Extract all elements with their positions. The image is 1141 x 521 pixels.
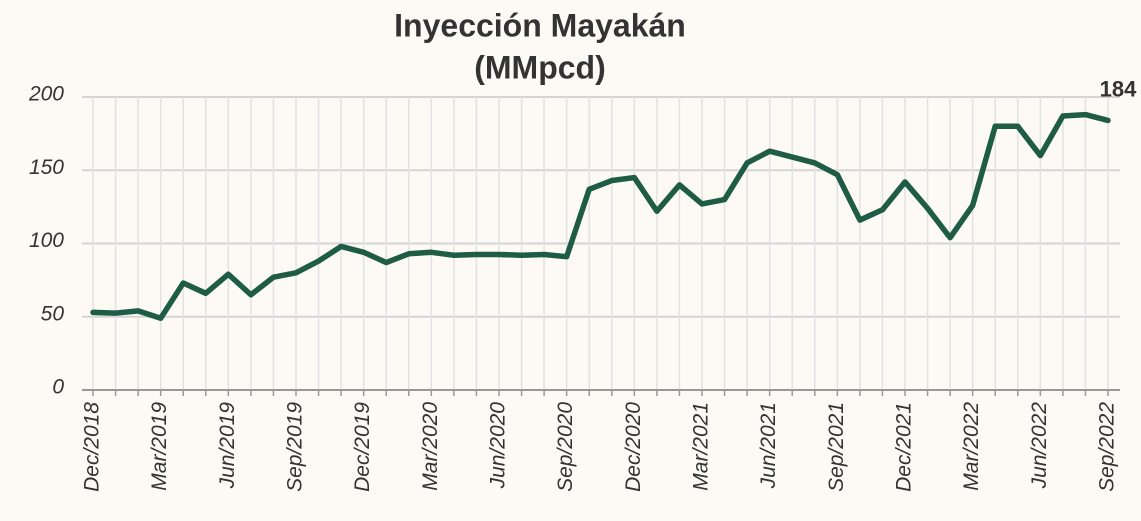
y-tick-label: 0 (52, 376, 64, 399)
x-tick-label: Jun/2022 (1028, 402, 1051, 490)
x-tick-label: Dec/2019 (351, 402, 374, 492)
y-tick-label: 50 (41, 302, 65, 325)
line-series (90, 111, 1111, 321)
x-tick-label: Sep/2019 (284, 402, 307, 492)
x-tick-label: Sep/2020 (554, 402, 577, 492)
x-tick-label: Jun/2021 (757, 402, 780, 489)
x-tick-label: Jun/2019 (216, 402, 239, 490)
y-tick-label: 200 (28, 83, 64, 106)
x-tick-label: Mar/2022 (960, 402, 983, 491)
chart-title: Inyección Mayakán (394, 7, 686, 43)
x-tick-label: Dec/2021 (893, 402, 916, 492)
chart-subtitle: (MMpcd) (474, 49, 606, 85)
x-tick-label: Sep/2022 (1096, 402, 1119, 492)
x-tick-label: Jun/2020 (487, 402, 510, 490)
x-tick-label: Sep/2021 (825, 402, 848, 492)
x-tick-label: Dec/2020 (622, 402, 645, 492)
x-tick-label: Mar/2019 (148, 402, 171, 491)
x-tick-label: Dec/2018 (81, 402, 104, 492)
x-tick-label: Mar/2020 (419, 402, 442, 491)
y-tick-label: 100 (29, 229, 64, 252)
x-tick-label: Mar/2021 (690, 402, 713, 491)
y-tick-label: 150 (29, 156, 64, 179)
data-label: 184 (1100, 76, 1137, 101)
